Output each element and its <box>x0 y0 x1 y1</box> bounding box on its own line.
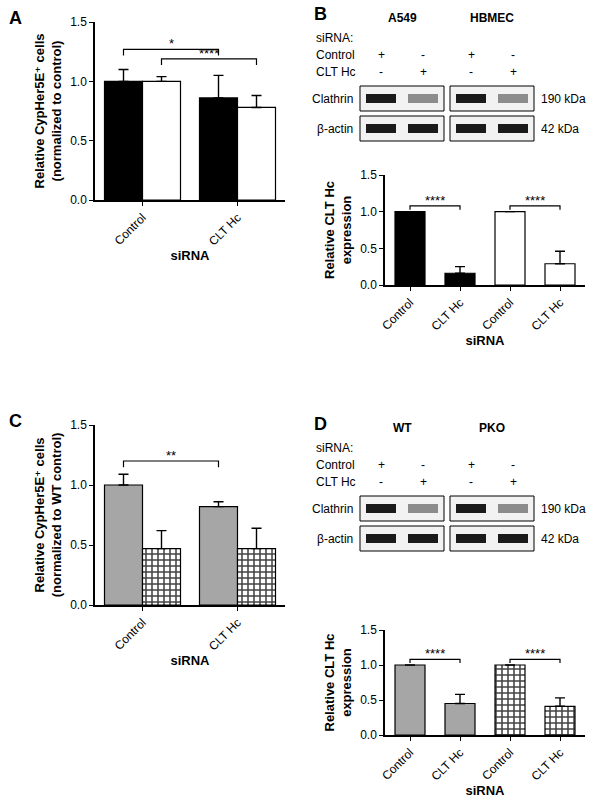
svg-text:Control: Control <box>379 746 416 783</box>
svg-text:*: * <box>169 36 174 51</box>
svg-text:+: + <box>378 48 385 62</box>
svg-text:0.0: 0.0 <box>70 193 87 207</box>
svg-text:Clathrin: Clathrin <box>312 92 353 106</box>
svg-text:0.5: 0.5 <box>360 693 377 707</box>
svg-text:0.0: 0.0 <box>360 728 377 742</box>
svg-text:D: D <box>314 414 327 434</box>
svg-text:-: - <box>511 458 515 472</box>
svg-text:A: A <box>9 8 22 28</box>
svg-text:**: ** <box>166 448 176 463</box>
svg-text:0.5: 0.5 <box>70 134 87 148</box>
svg-text:-: - <box>511 48 515 62</box>
svg-text:+: + <box>510 65 517 79</box>
svg-text:1.0: 1.0 <box>360 658 377 672</box>
svg-text:siRNA: siRNA <box>465 783 505 798</box>
svg-text:1.5: 1.5 <box>70 418 87 432</box>
svg-text:1.0: 1.0 <box>360 205 377 219</box>
svg-text:siRNA: siRNA <box>170 653 210 668</box>
svg-text:****: **** <box>199 46 219 61</box>
svg-text:CLT Hc: CLT Hc <box>428 746 466 784</box>
svg-text:1.5: 1.5 <box>360 168 377 182</box>
svg-text:-: - <box>469 475 473 489</box>
svg-text:CLT Hc: CLT Hc <box>316 475 356 489</box>
svg-text:-: - <box>421 48 425 62</box>
svg-text:β-actin: β-actin <box>317 122 353 136</box>
svg-text:-: - <box>379 475 383 489</box>
svg-text:Relative CypHer5E⁺ cells(norma: Relative CypHer5E⁺ cells(normalized to W… <box>32 433 64 598</box>
svg-text:0.0: 0.0 <box>360 278 377 292</box>
svg-text:siRNA: siRNA <box>170 248 210 263</box>
svg-text:B: B <box>314 4 327 24</box>
svg-text:+: + <box>420 65 427 79</box>
svg-text:Relative CLT Hcexpression: Relative CLT Hcexpression <box>322 181 354 279</box>
svg-text:Control: Control <box>479 296 516 333</box>
svg-text:1.0: 1.0 <box>70 478 87 492</box>
svg-text:Clathrin: Clathrin <box>312 502 353 516</box>
svg-text:+: + <box>468 458 475 472</box>
svg-text:****: **** <box>525 646 545 661</box>
svg-text:-: - <box>379 65 383 79</box>
svg-text:****: **** <box>525 193 545 208</box>
svg-text:siRNA:: siRNA: <box>316 31 353 45</box>
svg-text:Control: Control <box>112 616 149 653</box>
svg-text:Control: Control <box>316 48 355 62</box>
svg-text:****: **** <box>425 193 445 208</box>
svg-text:A549: A549 <box>388 11 417 25</box>
svg-text:-: - <box>469 65 473 79</box>
svg-text:+: + <box>378 458 385 472</box>
svg-text:Relative CypHer5E⁺ cells(norma: Relative CypHer5E⁺ cells(normalized to c… <box>32 33 64 188</box>
svg-text:42 kDa: 42 kDa <box>541 532 579 546</box>
svg-text:CLT Hc: CLT Hc <box>428 296 466 334</box>
svg-text:-: - <box>421 458 425 472</box>
svg-text:+: + <box>468 48 475 62</box>
svg-text:β-actin: β-actin <box>317 532 353 546</box>
svg-text:+: + <box>510 475 517 489</box>
svg-text:190 kDa: 190 kDa <box>541 92 586 106</box>
svg-text:CLT Hc: CLT Hc <box>206 211 244 249</box>
svg-text:CLT Hc: CLT Hc <box>528 296 566 334</box>
svg-text:CLT Hc: CLT Hc <box>316 65 356 79</box>
svg-text:PKO: PKO <box>479 421 505 435</box>
svg-text:HBMEC: HBMEC <box>470 11 514 25</box>
svg-text:Control: Control <box>479 746 516 783</box>
svg-text:42 kDa: 42 kDa <box>541 122 579 136</box>
svg-text:CLT Hc: CLT Hc <box>528 746 566 784</box>
svg-text:siRNA:: siRNA: <box>316 441 353 455</box>
svg-text:0.0: 0.0 <box>70 598 87 612</box>
svg-text:****: **** <box>425 646 445 661</box>
svg-text:1.5: 1.5 <box>70 15 87 29</box>
svg-text:+: + <box>420 475 427 489</box>
svg-text:Control: Control <box>379 296 416 333</box>
svg-text:1.0: 1.0 <box>70 75 87 89</box>
svg-text:Control: Control <box>112 211 149 248</box>
svg-text:0.5: 0.5 <box>360 242 377 256</box>
svg-text:0.5: 0.5 <box>70 538 87 552</box>
svg-text:Control: Control <box>316 458 355 472</box>
svg-text:siRNA: siRNA <box>465 333 505 348</box>
svg-text:CLT Hc: CLT Hc <box>206 616 244 654</box>
svg-text:Relative CLT Hcexpression: Relative CLT Hcexpression <box>322 633 354 731</box>
svg-text:WT: WT <box>393 421 412 435</box>
svg-text:1.5: 1.5 <box>360 623 377 637</box>
svg-text:190 kDa: 190 kDa <box>541 502 586 516</box>
svg-text:C: C <box>9 411 22 431</box>
